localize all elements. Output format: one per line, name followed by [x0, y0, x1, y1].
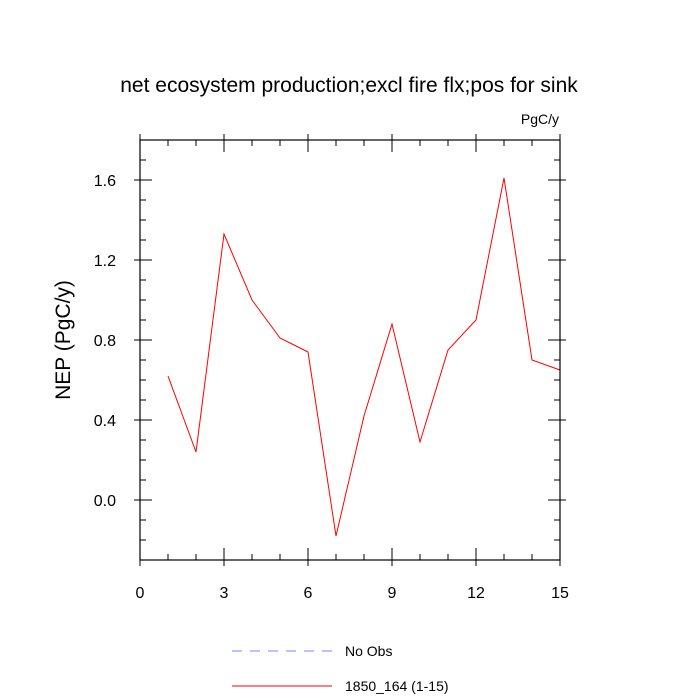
series-line — [167, 177, 561, 537]
axis-ticks — [134, 134, 566, 566]
x-tick-label: 3 — [220, 585, 229, 602]
y-axis-label: NEP (PgC/y) — [52, 280, 75, 400]
x-tick-label: 12 — [467, 585, 485, 602]
legend-label: 1850_164 (1-15) — [345, 678, 449, 694]
units-label: PgC/y — [521, 111, 559, 127]
x-tick-label: 6 — [304, 585, 313, 602]
x-tick-label: 0 — [136, 585, 145, 602]
legend-label: No Obs — [345, 643, 392, 659]
x-tick-label: 9 — [388, 585, 397, 602]
y-tick-label: 1.6 — [94, 173, 116, 190]
legend: No Obs 1850_164 (1-15) — [232, 643, 449, 694]
x-tick-label: 15 — [551, 585, 569, 602]
tick-labels: 0 3 6 9 12 15 0.0 0.4 0.8 1.2 1.6 — [94, 173, 569, 602]
y-tick-label: 0.0 — [94, 493, 116, 510]
chart-title: net ecosystem production;excl fire flx;p… — [120, 74, 578, 97]
plot-lines — [167, 177, 561, 537]
y-tick-label: 0.8 — [94, 333, 116, 350]
y-tick-label: 1.2 — [94, 253, 116, 270]
y-tick-label: 0.4 — [94, 413, 116, 430]
plot-frame — [139, 139, 561, 561]
